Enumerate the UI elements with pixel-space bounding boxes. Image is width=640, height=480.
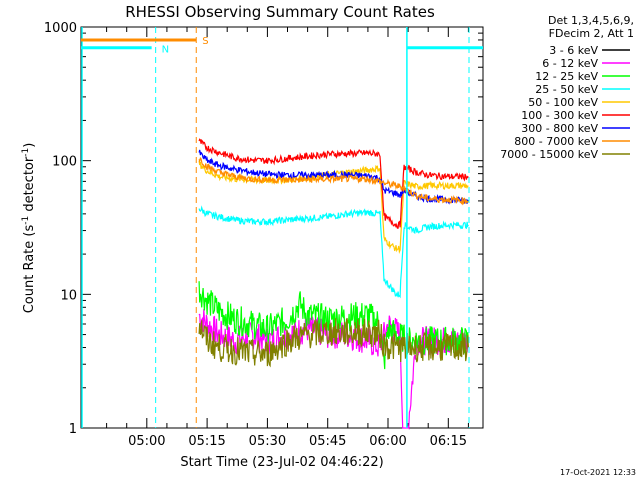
series-line-4 — [198, 205, 469, 299]
series-line-9 — [198, 317, 469, 368]
legend-label-7: 300 - 800 keV — [521, 122, 598, 135]
plot-frame — [80, 26, 484, 429]
legend-header-line-1: Det 1,3,4,5,6,9, — [548, 14, 634, 27]
legend-label-4: 25 - 50 keV — [535, 83, 598, 96]
x-tick-label: 05:30 — [249, 434, 286, 449]
legend: Det 1,3,4,5,6,9, FDecim 2, Att 1 3 - 6 k… — [500, 14, 634, 161]
series-lines — [198, 138, 469, 431]
saa-s-label: S — [202, 36, 208, 47]
x-tick-label: 05:00 — [128, 434, 165, 449]
y-axis-label-sup1: -1 — [21, 216, 31, 225]
y-axis-label: Count Rate (s-1 detector-1) — [21, 143, 37, 314]
y-tick-label: 1 — [69, 422, 77, 437]
legend-label-1: 3 - 6 keV — [549, 44, 598, 57]
attenuator-overlay: NS — [81, 27, 483, 428]
x-tick-label: 06:00 — [369, 434, 406, 449]
attenuator-n-label: N — [162, 45, 169, 56]
x-tick-label: 05:15 — [188, 434, 225, 449]
chart-title: RHESSI Observing Summary Count Rates — [125, 3, 435, 21]
legend-label-9: 7000 - 15000 keV — [500, 148, 598, 161]
x-ticks: 05:00 05:15 05:30 05:45 06:00 06:15 — [106, 27, 469, 449]
legend-label-6: 100 - 300 keV — [521, 109, 598, 122]
y-axis-label-mid: detector — [22, 156, 37, 216]
legend-header-line-2: FDecim 2, Att 1 — [549, 27, 634, 40]
legend-label-2: 6 - 12 keV — [542, 57, 598, 70]
legend-label-3: 12 - 25 keV — [535, 70, 598, 83]
x-tick-label: 05:45 — [309, 434, 346, 449]
series-line-6 — [198, 138, 469, 229]
x-axis-label: Start Time (23-Jul-02 04:46:22) — [180, 455, 383, 470]
legend-label-8: 800 - 7000 keV — [514, 135, 598, 148]
footer-date: 17-Oct-2021 12:33 — [560, 468, 636, 477]
series-line-7 — [198, 149, 469, 205]
y-tick-label: 1000 — [44, 21, 77, 36]
y-tick-label: 100 — [52, 155, 77, 170]
y-axis-label-end: ) — [22, 143, 37, 148]
axes — [80, 26, 484, 429]
series-line-8 — [198, 157, 469, 206]
y-axis-label-main: Count Rate (s — [22, 225, 37, 314]
y-tick-label: 10 — [60, 288, 77, 303]
y-axis-label-sup2: -1 — [21, 148, 31, 157]
legend-label-5: 50 - 100 keV — [528, 96, 598, 109]
x-tick-label: 06:15 — [430, 434, 467, 449]
series-line-5 — [198, 160, 469, 254]
